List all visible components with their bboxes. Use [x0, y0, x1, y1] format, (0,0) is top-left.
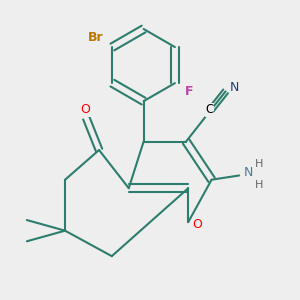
Text: C: C [205, 103, 214, 116]
Text: O: O [193, 218, 202, 231]
Text: Br: Br [88, 31, 103, 44]
Text: F: F [184, 85, 193, 98]
Text: N: N [244, 166, 253, 178]
Text: O: O [80, 103, 90, 116]
Text: H: H [255, 159, 264, 169]
Text: H: H [255, 180, 264, 190]
Text: N: N [230, 81, 240, 94]
